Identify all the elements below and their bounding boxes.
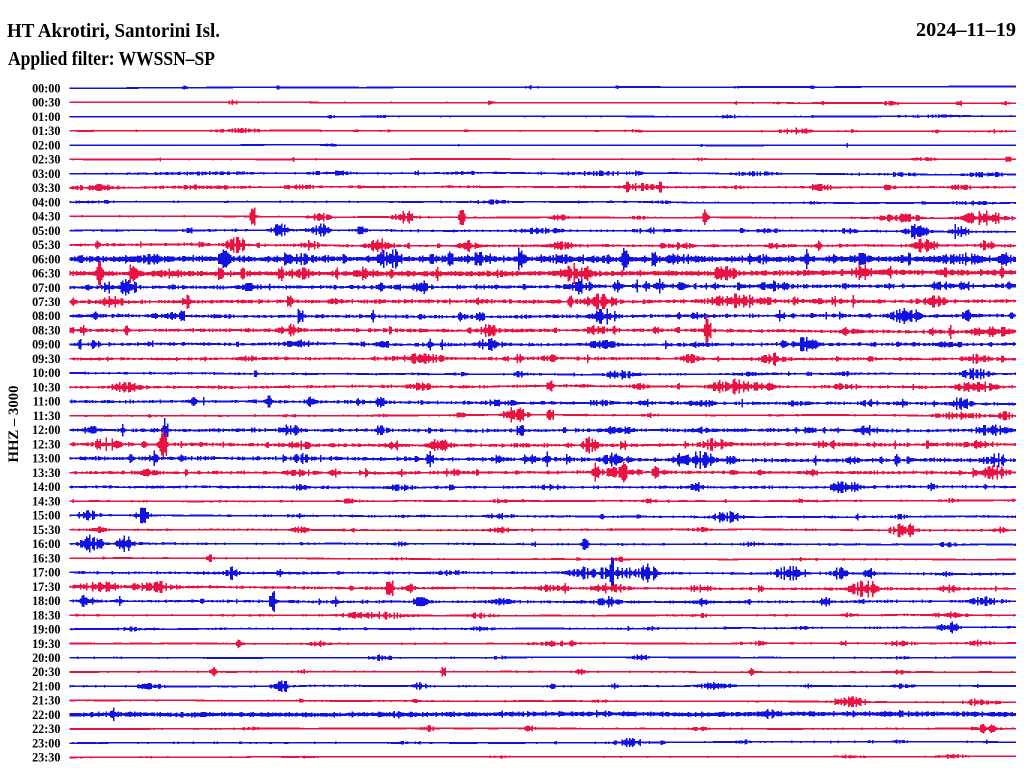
- svg-text:23:30: 23:30: [32, 751, 60, 765]
- svg-text:22:30: 22:30: [32, 722, 60, 736]
- svg-text:14:00: 14:00: [32, 480, 60, 494]
- svg-text:16:00: 16:00: [32, 537, 60, 551]
- svg-text:04:30: 04:30: [32, 210, 60, 224]
- svg-text:09:30: 09:30: [32, 352, 60, 366]
- svg-text:03:00: 03:00: [32, 167, 60, 181]
- svg-text:01:00: 01:00: [32, 110, 60, 124]
- svg-text:22:00: 22:00: [32, 708, 60, 722]
- svg-text:13:30: 13:30: [32, 466, 60, 480]
- svg-text:10:30: 10:30: [32, 380, 60, 394]
- svg-text:Applied filter: WWSSN–SP: Applied filter: WWSSN–SP: [8, 48, 215, 70]
- svg-text:14:30: 14:30: [32, 494, 60, 508]
- svg-text:12:00: 12:00: [32, 423, 60, 437]
- svg-text:09:00: 09:00: [32, 338, 60, 352]
- svg-text:11:30: 11:30: [33, 409, 61, 423]
- svg-text:06:30: 06:30: [32, 267, 60, 281]
- svg-text:07:00: 07:00: [32, 281, 60, 295]
- svg-text:21:00: 21:00: [32, 680, 60, 694]
- svg-text:00:00: 00:00: [32, 81, 60, 95]
- svg-text:17:30: 17:30: [32, 580, 60, 594]
- svg-text:08:00: 08:00: [32, 309, 60, 323]
- svg-text:20:30: 20:30: [32, 665, 60, 679]
- svg-text:11:00: 11:00: [33, 395, 61, 409]
- svg-text:2024–11–19: 2024–11–19: [916, 19, 1016, 41]
- svg-text:16:30: 16:30: [32, 551, 60, 565]
- svg-text:03:30: 03:30: [32, 181, 60, 195]
- svg-text:HT Akrotiri, Santorini Isl.: HT Akrotiri, Santorini Isl.: [7, 20, 220, 42]
- svg-text:02:30: 02:30: [32, 153, 60, 167]
- svg-text:07:30: 07:30: [32, 295, 60, 309]
- svg-text:23:00: 23:00: [32, 736, 60, 750]
- svg-text:21:30: 21:30: [32, 694, 60, 708]
- svg-text:17:00: 17:00: [32, 566, 60, 580]
- svg-text:20:00: 20:00: [32, 651, 60, 665]
- svg-text:05:30: 05:30: [32, 238, 60, 252]
- svg-text:18:30: 18:30: [32, 608, 60, 622]
- svg-text:15:30: 15:30: [32, 523, 60, 537]
- svg-text:00:30: 00:30: [32, 96, 60, 110]
- svg-text:01:30: 01:30: [32, 124, 60, 138]
- svg-text:04:00: 04:00: [32, 195, 60, 209]
- svg-text:18:00: 18:00: [32, 594, 60, 608]
- svg-text:08:30: 08:30: [32, 324, 60, 338]
- svg-text:19:00: 19:00: [32, 623, 60, 637]
- svg-text:10:00: 10:00: [32, 366, 60, 380]
- svg-text:12:30: 12:30: [32, 437, 60, 451]
- svg-text:19:30: 19:30: [32, 637, 60, 651]
- svg-text:02:00: 02:00: [32, 138, 60, 152]
- svg-text:13:00: 13:00: [32, 452, 60, 466]
- svg-text:HHZ – 3000: HHZ – 3000: [6, 386, 22, 463]
- svg-text:06:00: 06:00: [32, 252, 60, 266]
- svg-text:05:00: 05:00: [32, 224, 60, 238]
- svg-text:15:00: 15:00: [32, 509, 60, 523]
